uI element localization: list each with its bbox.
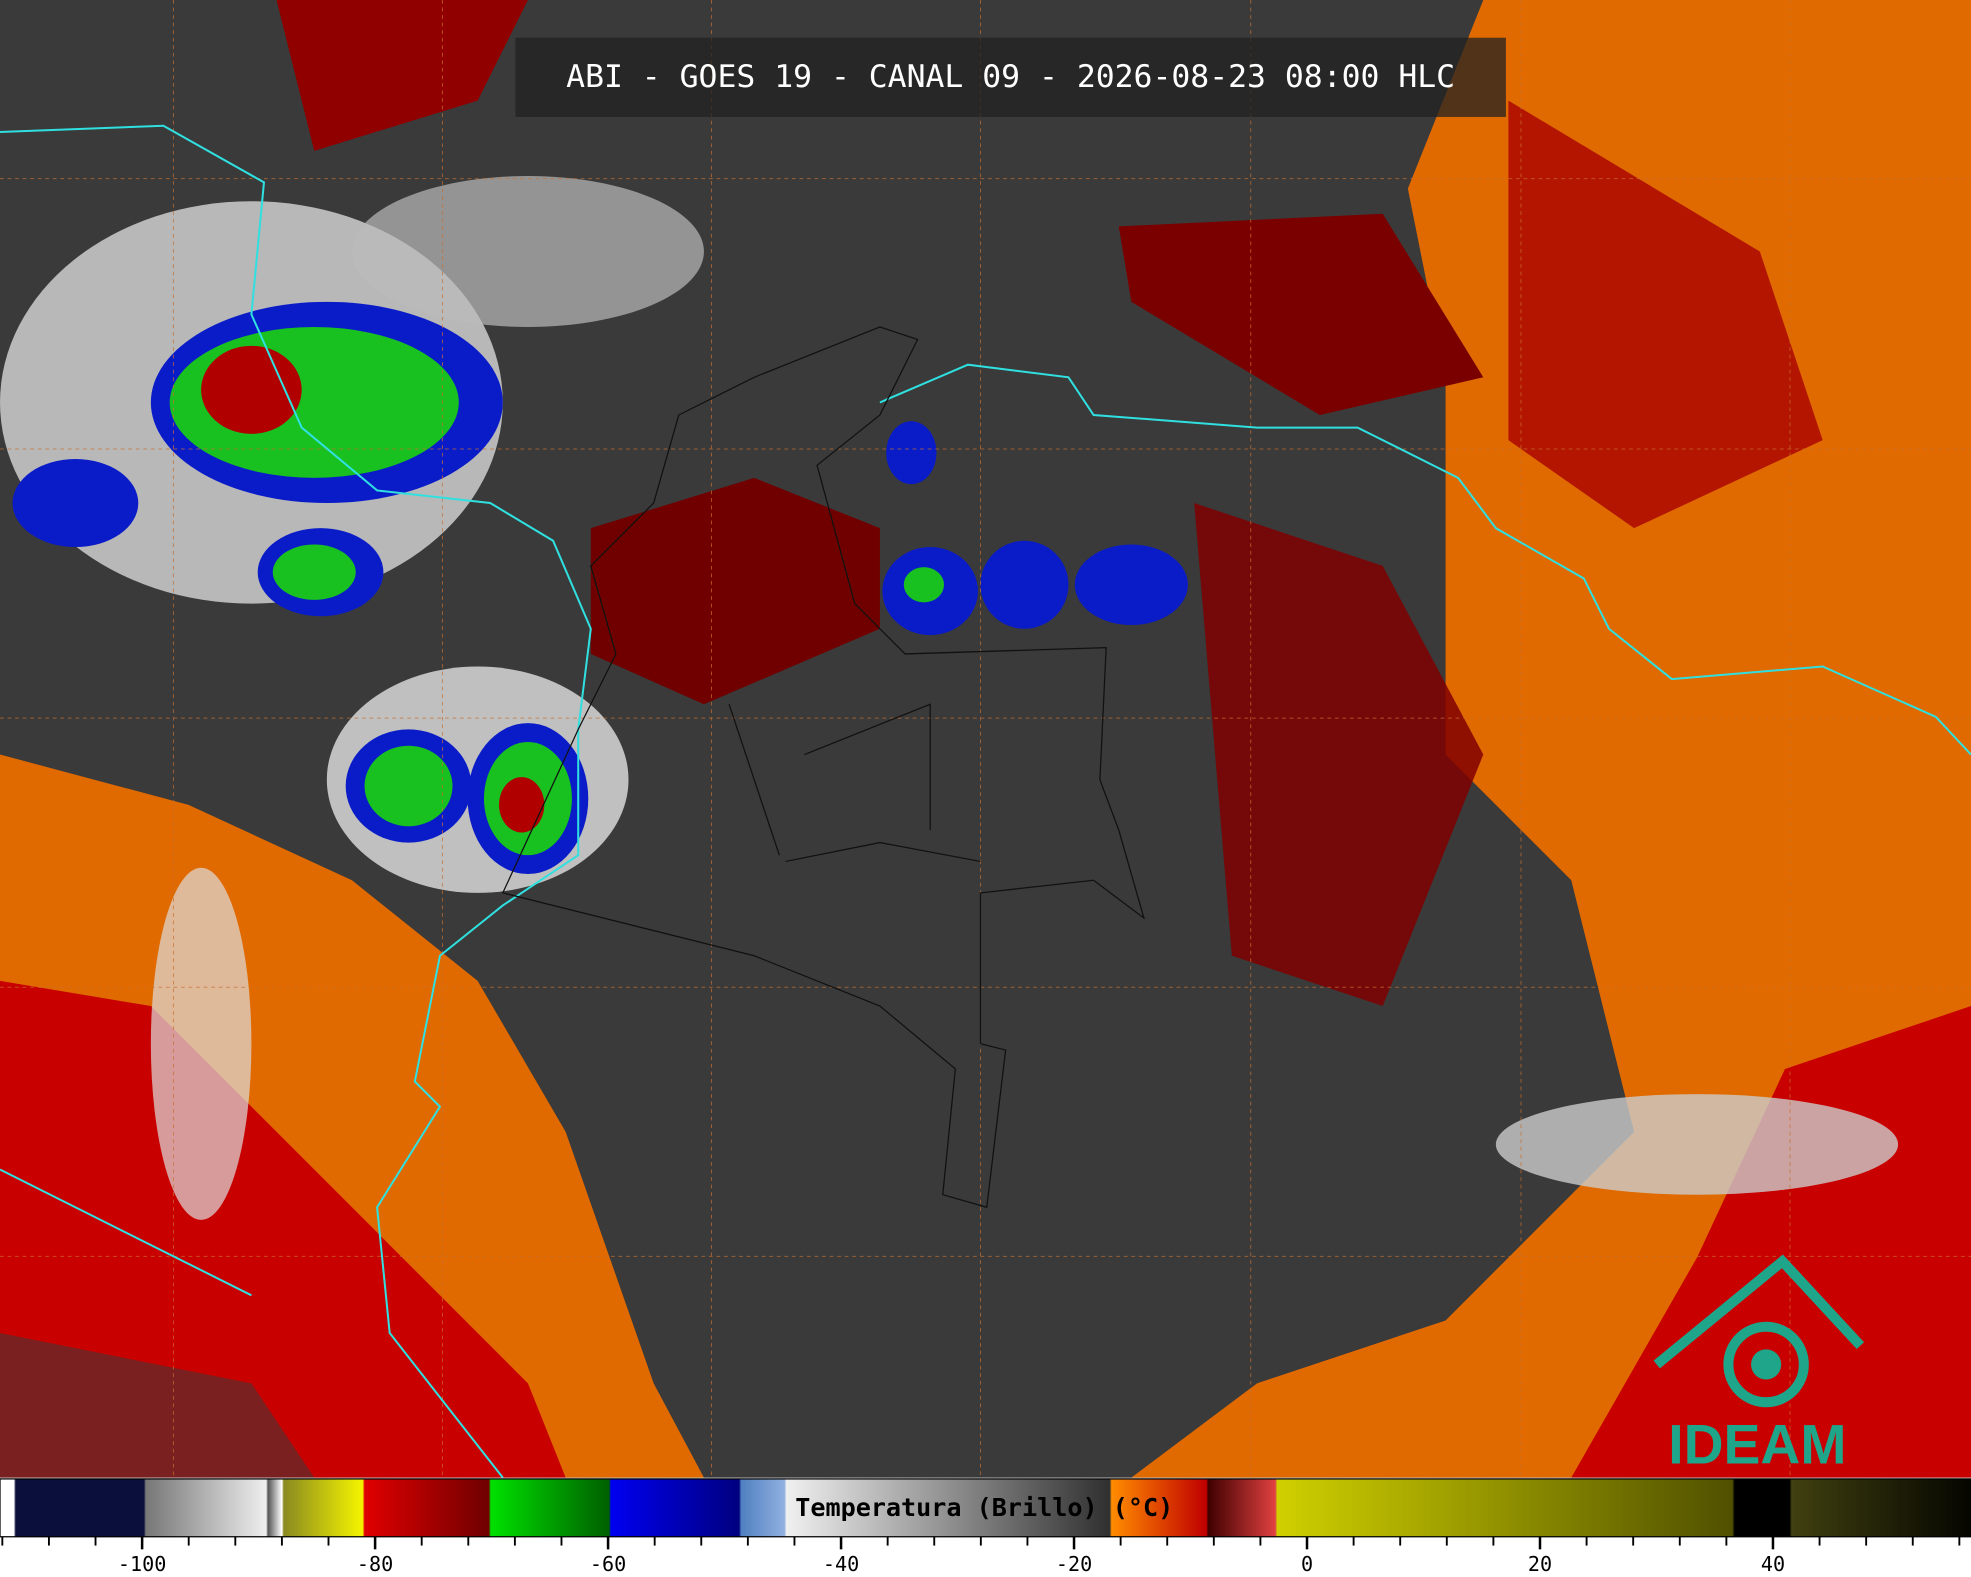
- title-box: [515, 37, 1506, 117]
- title: ABI - GOES 19 - CANAL 09 - 2026-08-23 08…: [566, 59, 1455, 95]
- colorbar-tick-label: -80: [357, 1552, 393, 1576]
- colorbar-tick-label: -20: [1056, 1552, 1092, 1576]
- coastlines: [0, 124, 1971, 1479]
- borders: [501, 326, 1146, 1209]
- graticule: [0, 0, 1971, 1478]
- logo-text: IDEAM: [1668, 1413, 1846, 1475]
- logo: IDEAM: [1653, 1254, 1865, 1475]
- colorbar-label: Temperatura (Brillo) (°C): [795, 1493, 1173, 1522]
- colorbar-tick-label: 0: [1301, 1552, 1313, 1576]
- colorbar-tick-label: -60: [590, 1552, 626, 1576]
- imagery: [0, 0, 1971, 1478]
- colorbar-tick-label: -100: [118, 1552, 166, 1576]
- colorbar-tick-label: 40: [1761, 1552, 1785, 1576]
- colorbar-tick-label: -40: [823, 1552, 859, 1576]
- colorbar-tick-label: 20: [1528, 1552, 1552, 1576]
- colorbar: [0, 1478, 1971, 1538]
